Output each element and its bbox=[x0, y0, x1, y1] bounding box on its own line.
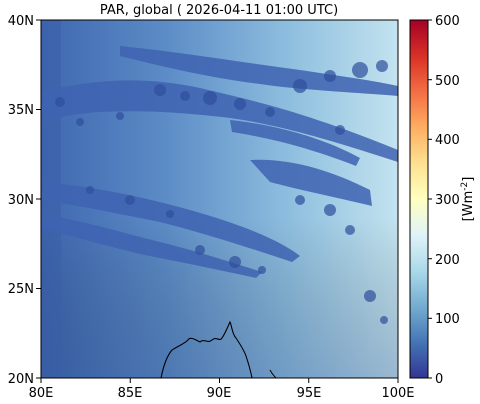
colorbar-tick-label: 200 bbox=[435, 253, 460, 268]
map-title: PAR, global ( 2026-04-11 01:00 UTC) bbox=[100, 3, 338, 18]
lat-tick-label: 25N bbox=[8, 282, 34, 297]
lat-tick-label: 30N bbox=[8, 193, 34, 208]
lon-tick-label: 95E bbox=[297, 386, 322, 401]
lat-tick-label: 20N bbox=[8, 372, 34, 387]
lon-tick-label: 80E bbox=[29, 386, 54, 401]
colorbar: 600 500 400 300 200 100 0 [Wm-2] bbox=[409, 14, 476, 387]
colorbar-tick-label: 300 bbox=[435, 193, 460, 208]
lon-axis: 80E 85E 90E 95E 100E bbox=[29, 378, 415, 401]
cloud-texture bbox=[55, 60, 388, 324]
lat-tick-label: 35N bbox=[8, 103, 34, 118]
lon-tick-label: 90E bbox=[207, 386, 232, 401]
colorbar-tick-label: 400 bbox=[435, 133, 460, 148]
lon-tick-label: 100E bbox=[381, 386, 414, 401]
coastline bbox=[160, 320, 253, 378]
colorbar-gradient bbox=[409, 19, 429, 379]
lon-tick-label: 85E bbox=[118, 386, 143, 401]
colorbar-tick-label: 500 bbox=[435, 74, 460, 89]
colorbar-tick-label: 0 bbox=[435, 372, 443, 387]
lat-axis: 40N 35N 30N 25N 20N bbox=[8, 14, 41, 387]
lat-tick-label: 40N bbox=[8, 14, 34, 29]
colorbar-label: [Wm-2] bbox=[460, 177, 476, 222]
par-field bbox=[41, 20, 398, 378]
colorbar-tick-label: 600 bbox=[435, 14, 460, 29]
coastline-island bbox=[269, 369, 277, 378]
colorbar-tick-label: 100 bbox=[435, 312, 460, 327]
cloud-bands bbox=[41, 46, 398, 278]
